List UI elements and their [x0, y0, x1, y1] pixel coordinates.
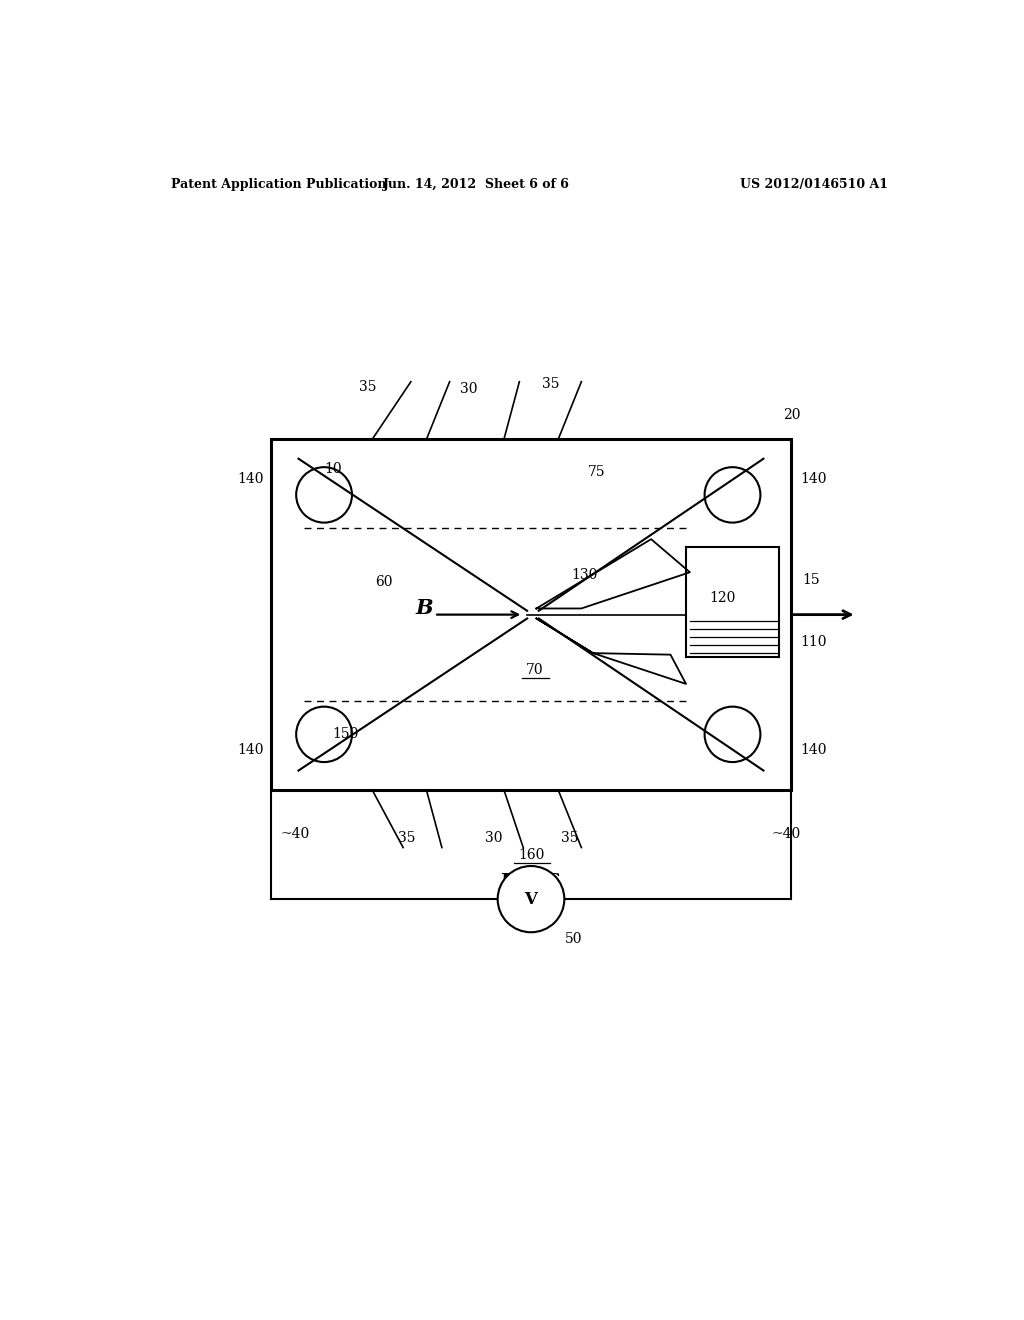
Text: 70: 70 [526, 663, 544, 677]
Text: ~40: ~40 [281, 828, 310, 841]
Text: 140: 140 [238, 473, 263, 487]
Text: FIG 6: FIG 6 [501, 874, 561, 891]
Text: 150: 150 [332, 727, 358, 742]
Text: ~40: ~40 [771, 828, 801, 841]
Text: 140: 140 [238, 743, 263, 756]
Text: V: V [524, 891, 538, 908]
Text: 110: 110 [800, 635, 826, 648]
Text: Patent Application Publication: Patent Application Publication [171, 178, 386, 190]
Text: 35: 35 [359, 380, 377, 395]
Text: 120: 120 [710, 590, 735, 605]
Text: 20: 20 [783, 408, 801, 422]
Text: 140: 140 [800, 743, 826, 756]
Text: 35: 35 [542, 378, 559, 391]
Circle shape [498, 866, 564, 932]
Text: 30: 30 [485, 830, 503, 845]
Text: US 2012/0146510 A1: US 2012/0146510 A1 [740, 178, 888, 190]
Text: Jun. 14, 2012  Sheet 6 of 6: Jun. 14, 2012 Sheet 6 of 6 [383, 178, 570, 190]
Text: 15: 15 [802, 573, 820, 587]
Text: 75: 75 [588, 465, 605, 479]
Text: 130: 130 [571, 568, 598, 582]
Text: 35: 35 [398, 830, 416, 845]
Text: 35: 35 [561, 830, 579, 845]
Text: 160: 160 [518, 849, 544, 862]
Text: 60: 60 [375, 576, 392, 589]
Bar [271, 440, 791, 789]
Text: B: B [416, 598, 433, 619]
Text: 140: 140 [800, 473, 826, 487]
Text: 10: 10 [325, 462, 342, 475]
Text: 30: 30 [460, 383, 478, 396]
Text: 50: 50 [565, 932, 583, 946]
